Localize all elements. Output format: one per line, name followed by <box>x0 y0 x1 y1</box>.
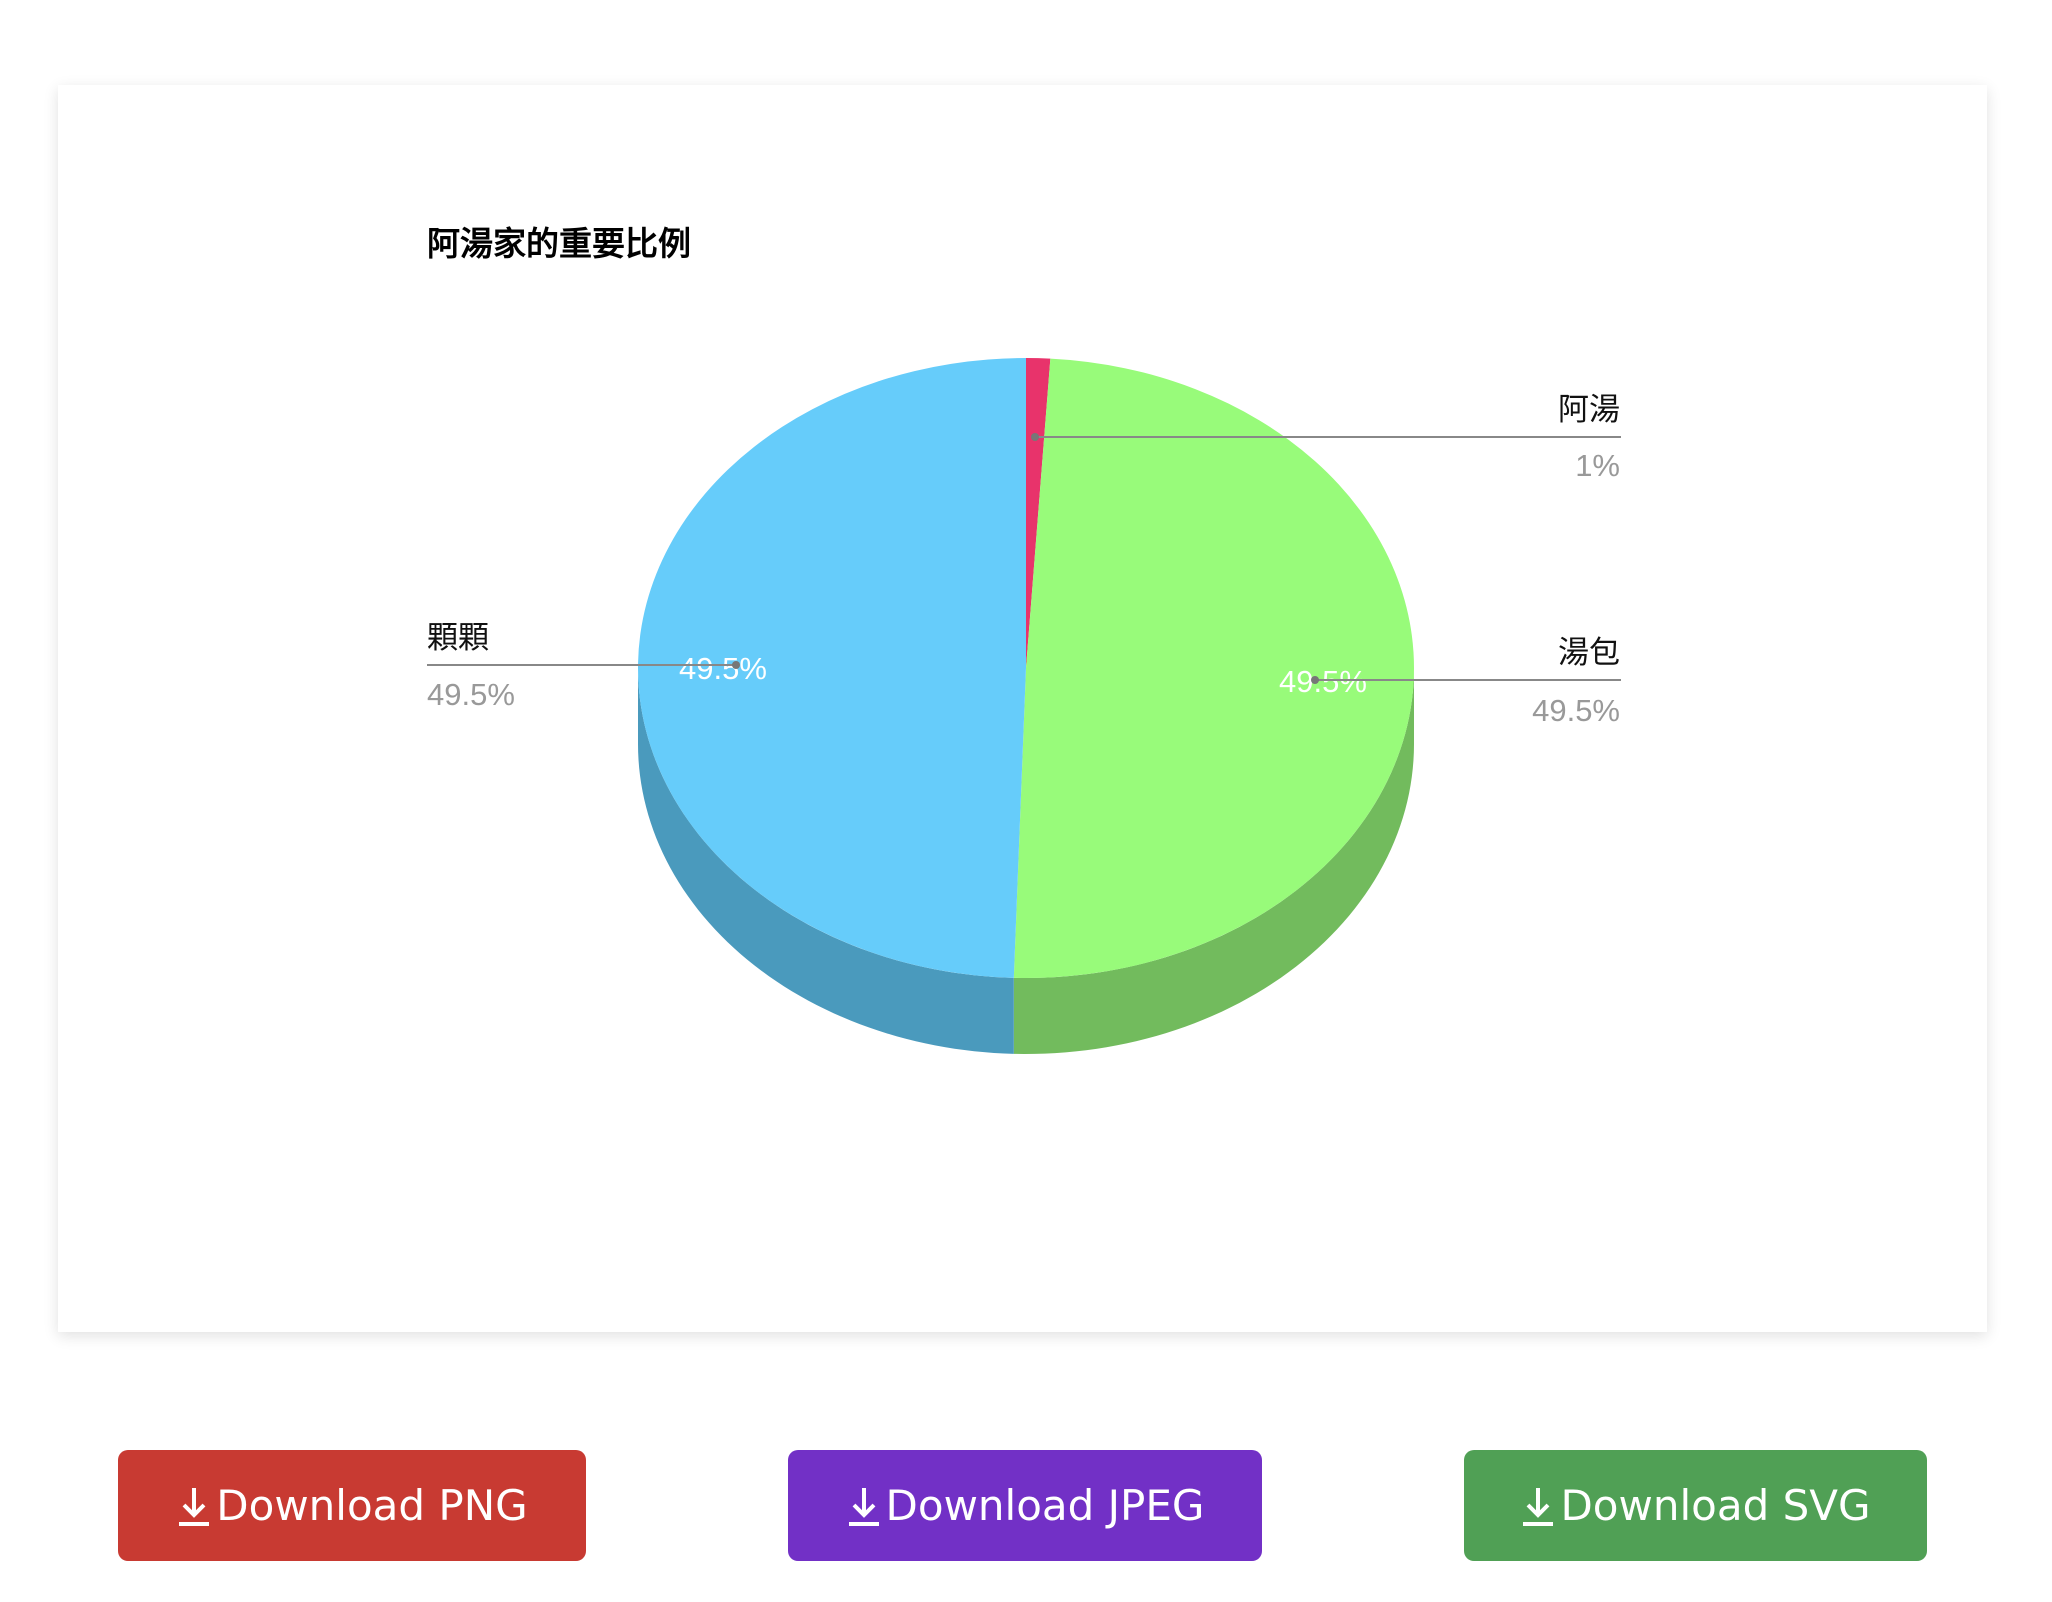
pie-side-1 <box>1013 668 1414 1054</box>
slice-inner-label: 49.5% <box>679 651 767 686</box>
slice-label: 湯包 <box>1558 635 1620 670</box>
download-icon <box>179 1487 210 1526</box>
download-png-label: Download PNG <box>216 1481 528 1530</box>
leader-dot <box>732 661 740 669</box>
download-png-button[interactable]: Download PNG <box>118 1450 586 1561</box>
chart-title: 阿湯家的重要比例 <box>427 225 691 262</box>
slice-label: 顆顆 <box>427 620 489 655</box>
download-svg-button[interactable]: Download SVG <box>1464 1450 1927 1561</box>
leader-dot <box>1311 676 1319 684</box>
download-icon <box>848 1487 879 1526</box>
pie-slice-1[interactable] <box>1013 358 1415 979</box>
pie-side-2 <box>638 668 1014 1054</box>
slice-label: 阿湯 <box>1558 392 1620 427</box>
download-icon <box>1523 1487 1554 1526</box>
download-svg-label: Download SVG <box>1560 1481 1871 1530</box>
pie-chart: 阿湯家的重要比例 阿湯 1% 49.5% 湯包 49.5% 49.5% 顆顆 49.5% <box>427 225 1621 1054</box>
download-jpeg-button[interactable]: Download JPEG <box>788 1450 1262 1561</box>
download-jpeg-label: Download JPEG <box>885 1481 1205 1530</box>
leader-dot <box>1031 433 1039 441</box>
slice-percent: 49.5% <box>427 677 515 712</box>
slice-inner-label: 49.5% <box>1279 664 1367 699</box>
slice-percent: 1% <box>1575 448 1620 483</box>
pie-slice-2[interactable] <box>637 358 1026 978</box>
slice-percent: 49.5% <box>1532 693 1620 728</box>
